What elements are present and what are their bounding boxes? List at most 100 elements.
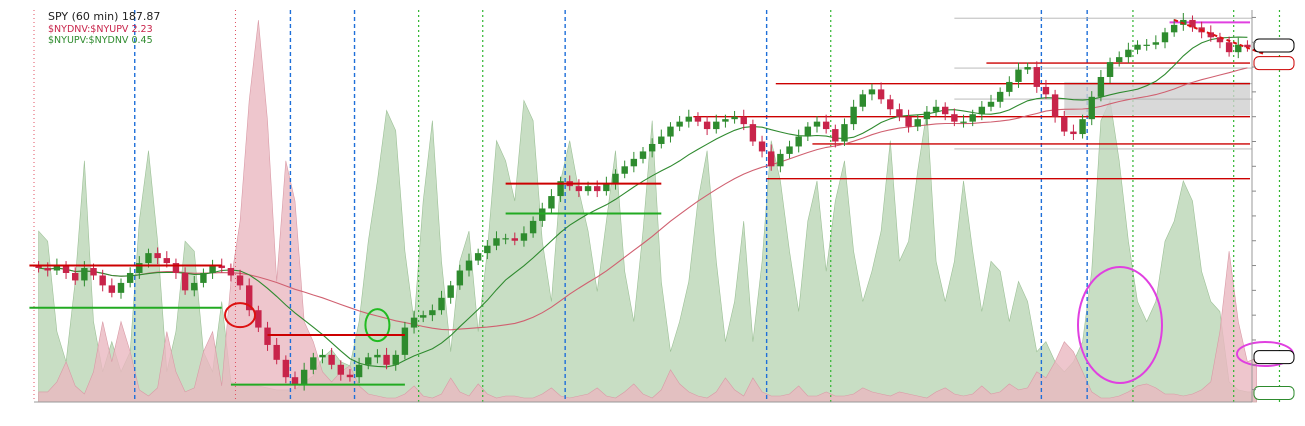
candle-body <box>877 89 885 100</box>
price-flag <box>1253 385 1295 400</box>
candle-body <box>1235 44 1242 53</box>
candle-body <box>1088 96 1095 120</box>
candle-body <box>822 121 830 130</box>
candle-body <box>163 258 170 264</box>
candle-body <box>1170 24 1178 33</box>
candle-body <box>575 186 583 192</box>
candle-body <box>145 253 152 264</box>
candle-body <box>264 327 271 345</box>
candle-body <box>392 354 399 365</box>
candle-body <box>951 114 958 122</box>
candle-body <box>90 268 97 276</box>
candle-body <box>62 265 70 273</box>
candle-body <box>996 91 1004 102</box>
candle-body <box>905 116 912 127</box>
candle-body <box>154 253 161 259</box>
candle-body <box>255 310 262 328</box>
candle-body <box>813 121 821 127</box>
candle-body <box>53 265 61 271</box>
candle-body <box>346 374 354 378</box>
candle-body <box>81 268 88 281</box>
candle-body <box>1097 76 1105 97</box>
candle-body <box>731 116 738 120</box>
candle-body <box>639 151 647 159</box>
red-circle-annotation <box>224 302 257 329</box>
candle-body <box>447 285 454 298</box>
candle-body <box>108 285 116 293</box>
candle-body <box>44 268 51 271</box>
candle-body <box>749 124 757 142</box>
magenta-circle-annotation <box>1077 266 1163 384</box>
candle-body <box>612 173 619 184</box>
candle-body <box>887 99 894 110</box>
candle-body <box>703 121 711 130</box>
candle-body <box>474 253 482 261</box>
candle-body <box>539 208 546 221</box>
candle-body <box>1015 69 1022 82</box>
price-flag <box>1253 56 1295 71</box>
candle-body <box>529 220 537 234</box>
candle-body <box>1079 119 1086 135</box>
price-flag <box>1253 350 1295 365</box>
candle-body <box>685 116 692 122</box>
candle-body <box>401 327 409 355</box>
candle-body <box>520 233 528 241</box>
candle-body <box>117 282 125 293</box>
candle-body <box>960 121 967 123</box>
candle-body <box>923 111 931 120</box>
candle-body <box>291 377 299 385</box>
candle-body <box>896 109 903 117</box>
candle-body <box>218 265 225 269</box>
candle-body <box>1244 44 1251 48</box>
candle-body <box>804 126 812 137</box>
candle-body <box>1070 131 1077 135</box>
candle-body <box>209 265 216 273</box>
candle-body <box>1116 57 1123 63</box>
candle-body <box>328 354 335 365</box>
candle-body <box>557 181 564 197</box>
legend-nydnv: $NYDNV:$NYUPV 2.23 <box>48 24 153 35</box>
candle-body <box>932 106 940 112</box>
candle-body <box>1125 49 1132 58</box>
nydnv-area <box>38 20 1257 403</box>
price-flag <box>1253 38 1295 53</box>
candle-body <box>410 317 418 328</box>
candle-body <box>768 151 775 167</box>
candle-body <box>511 238 518 241</box>
candle-body <box>1033 67 1040 87</box>
candle-body <box>310 357 317 370</box>
candle-body <box>136 263 143 273</box>
candle-body <box>987 101 995 107</box>
candle-body <box>740 116 747 125</box>
candle-body <box>191 282 198 291</box>
candle-body <box>420 315 427 318</box>
candle-body <box>603 183 610 192</box>
candle-body <box>465 260 473 271</box>
candle-body <box>200 272 207 283</box>
candle-body <box>942 106 949 115</box>
candle-body <box>438 297 445 311</box>
candle-body <box>850 106 857 125</box>
green-circle-annotation <box>364 308 391 343</box>
candle-body <box>795 136 802 147</box>
candle-body <box>621 166 628 174</box>
candle-body <box>969 114 976 122</box>
trendline-annotation <box>1173 18 1267 56</box>
candle-body <box>786 146 793 154</box>
candle-body <box>658 136 665 144</box>
candle-body <box>273 344 280 360</box>
candle-body <box>1207 32 1214 38</box>
candle-body <box>841 124 848 142</box>
candle-body <box>1143 44 1150 46</box>
candle-body <box>648 143 656 152</box>
candle-body <box>1024 67 1031 70</box>
candle-body <box>337 364 344 375</box>
candle-body <box>99 275 106 286</box>
candle-body <box>914 119 921 127</box>
candle-body <box>832 129 839 142</box>
candle-body <box>1225 42 1233 53</box>
candle-body <box>35 265 42 269</box>
candle-body <box>1216 37 1224 43</box>
